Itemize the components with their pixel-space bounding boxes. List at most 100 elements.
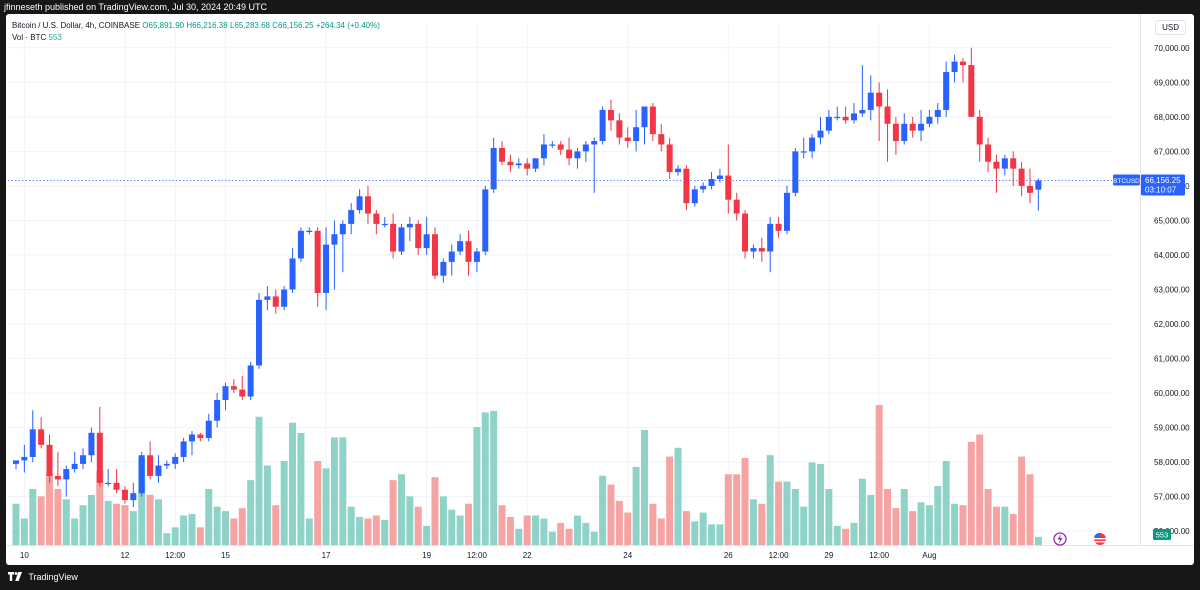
- candle: [163, 460, 170, 470]
- tradingview-logo-icon: [8, 566, 22, 590]
- volume-bar: [615, 500, 623, 545]
- volume-bar: [255, 416, 263, 545]
- volume-bar: [783, 481, 791, 545]
- candle-body: [80, 455, 87, 464]
- lightning-glyph: [1057, 534, 1063, 544]
- price-axis-label: 61,000.00: [1154, 355, 1190, 364]
- volume-bar: [171, 527, 179, 545]
- volume-bar: [465, 503, 473, 545]
- volume-bar: [741, 458, 749, 545]
- volume-bar: [37, 496, 45, 545]
- volume-bar: [1001, 506, 1009, 545]
- candle-body: [985, 144, 992, 162]
- candle: [121, 486, 128, 504]
- candle-body: [943, 71, 950, 110]
- volume-bar: [289, 422, 297, 545]
- candle: [364, 185, 371, 224]
- volume-bar: [297, 433, 305, 545]
- candle-body: [331, 234, 338, 245]
- currency-selector[interactable]: USD: [1155, 20, 1186, 35]
- volume-label[interactable]: Vol · BTC: [12, 33, 47, 42]
- volume-bar: [490, 410, 498, 545]
- volume-bar: [682, 511, 690, 545]
- candle-body: [993, 161, 1000, 169]
- volume-bar: [138, 458, 146, 545]
- candle-body: [306, 230, 313, 233]
- volume-bar: [699, 512, 707, 545]
- volume-bar: [213, 506, 221, 545]
- price-chart[interactable]: 56,000.00 57,000.00 58,000.00 59,000.00 60,0…: [6, 14, 1194, 565]
- volume-bar: [314, 461, 322, 545]
- candle: [448, 244, 455, 276]
- candle-body: [968, 65, 975, 117]
- candle: [700, 182, 707, 193]
- volume-bar: [909, 511, 917, 545]
- candle-body: [607, 109, 614, 121]
- candle: [222, 382, 229, 411]
- volume-bar: [280, 461, 288, 545]
- candle-body: [54, 475, 61, 480]
- volume-bar: [691, 521, 699, 545]
- price-axis-labels: 56,000.00 57,000.00 58,000.00 59,000.00 60,0…: [1154, 44, 1190, 536]
- candle-body: [381, 223, 388, 226]
- candle: [54, 451, 61, 487]
- candle: [96, 406, 103, 487]
- volume-bar: [766, 455, 774, 545]
- candle-body: [88, 432, 95, 456]
- candle: [180, 437, 187, 463]
- time-axis-label: 22: [523, 551, 532, 560]
- volume-bar: [439, 496, 447, 545]
- candle-body: [582, 144, 589, 152]
- chart-panel[interactable]: 56,000.00 57,000.00 58,000.00 59,000.00 60,0…: [6, 14, 1194, 565]
- volume-bar: [481, 412, 489, 545]
- volume-bar: [272, 505, 280, 545]
- candle: [272, 289, 279, 314]
- volume-bar: [599, 475, 607, 545]
- candle-body: [515, 163, 522, 166]
- time-axis-label: Aug: [922, 551, 936, 560]
- candle: [842, 106, 849, 124]
- candle: [716, 168, 723, 183]
- time-axis-label: 24: [623, 551, 632, 560]
- volume-bar: [113, 503, 121, 545]
- volume-bar: [607, 484, 615, 545]
- volume-bar: [154, 499, 162, 545]
- candle: [21, 444, 28, 473]
- volume-bar: [917, 502, 925, 545]
- candle: [633, 109, 640, 152]
- change-value: +264.34 (+0.40%): [315, 21, 380, 30]
- candle: [1035, 178, 1042, 211]
- candle: [482, 185, 489, 255]
- candle: [1010, 151, 1017, 186]
- candle-body: [499, 147, 506, 162]
- candle-body: [758, 248, 765, 252]
- candle: [88, 427, 95, 463]
- volume-bar: [87, 494, 95, 545]
- candle-body: [130, 493, 137, 501]
- candle: [758, 237, 765, 262]
- candle: [825, 109, 832, 135]
- volume-bar: [666, 456, 674, 545]
- candle-body: [71, 463, 78, 470]
- candle: [876, 82, 883, 142]
- candle-body: [364, 196, 371, 214]
- candle-body: [13, 460, 19, 464]
- symbol-description[interactable]: Bitcoin / U.S. Dollar, 4h, COINBASE: [12, 21, 141, 30]
- price-tag-text: 66,156.25: [1145, 176, 1181, 185]
- flag-stripe: [1094, 541, 1106, 543]
- candle: [591, 137, 598, 193]
- candle: [959, 58, 966, 83]
- volume-bar: [305, 518, 313, 545]
- candle: [817, 116, 824, 145]
- price-axis-label: 58,000.00: [1154, 458, 1190, 467]
- volume-bar: [523, 515, 531, 545]
- candle-body: [398, 227, 405, 252]
- candle: [348, 203, 355, 235]
- volume-bar: [724, 474, 732, 545]
- volume-bar: [1034, 536, 1042, 545]
- volume-bar: [230, 518, 238, 545]
- candle-body: [1010, 158, 1017, 169]
- candle-body: [188, 434, 195, 442]
- volume-bar: [96, 471, 104, 545]
- candle: [457, 234, 464, 255]
